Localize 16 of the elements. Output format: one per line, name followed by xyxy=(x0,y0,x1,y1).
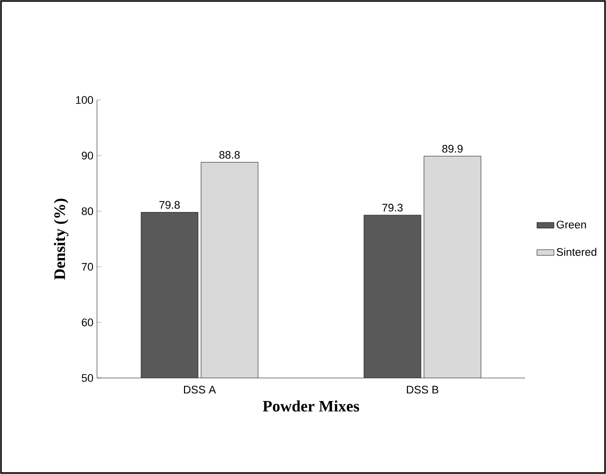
y-tick-label: 70 xyxy=(82,262,94,271)
y-tick-label: 80 xyxy=(82,207,94,216)
y-tick-label: 60 xyxy=(82,318,94,326)
y-tick-label: 90 xyxy=(82,152,94,160)
legend-label: Sintered xyxy=(556,248,596,256)
y-tick-label: 100 xyxy=(76,96,94,104)
y-axis-title: Density (%) xyxy=(54,198,68,280)
data-label: 79.3 xyxy=(382,204,403,212)
data-label: 79.8 xyxy=(159,201,180,209)
data-label: 89.9 xyxy=(442,144,463,153)
y-tick-label: 50 xyxy=(82,374,94,382)
x-axis-title: Powder Mixes xyxy=(262,400,360,412)
legend-label: Green xyxy=(556,220,586,228)
x-tick-label: DSS B xyxy=(406,386,438,394)
x-tick-label: DSS A xyxy=(184,386,216,394)
data-label: 88.8 xyxy=(219,150,240,159)
